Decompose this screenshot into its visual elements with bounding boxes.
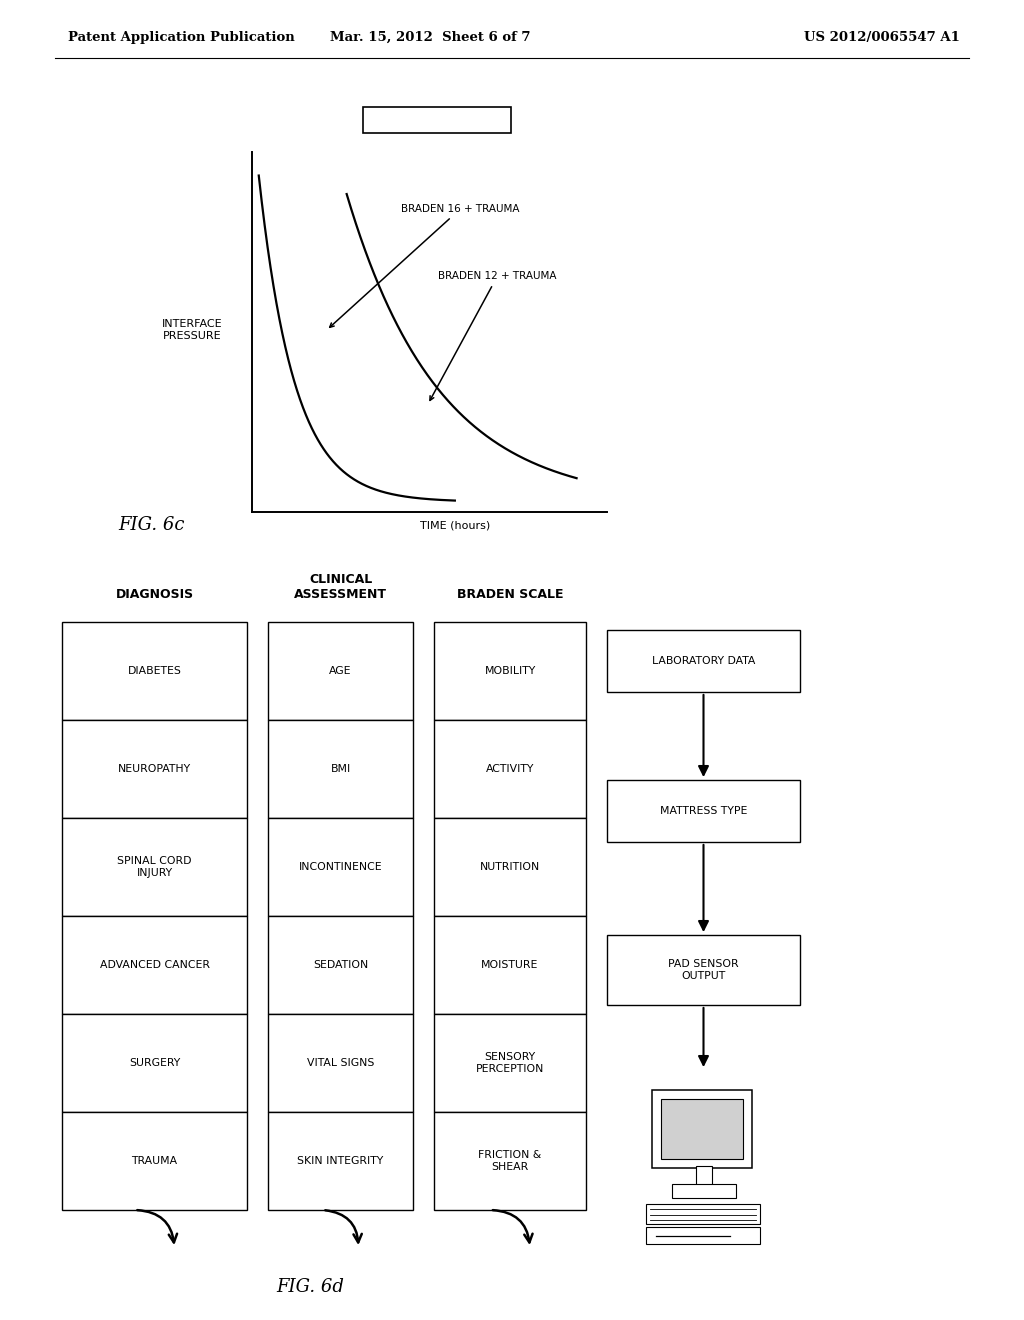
Text: SPINAL CORD
INJURY: SPINAL CORD INJURY (118, 857, 191, 878)
Bar (645, 1228, 760, 1243)
Text: AGE: AGE (330, 667, 352, 676)
Text: FIG. 6c: FIG. 6c (118, 516, 184, 535)
Text: Mar. 15, 2012  Sheet 6 of 7: Mar. 15, 2012 Sheet 6 of 7 (330, 30, 530, 44)
Text: TRAUMA: TRAUMA (131, 1156, 177, 1166)
Bar (434, 719, 586, 818)
Text: VITAL SIGNS: VITAL SIGNS (307, 1059, 374, 1068)
Bar (268, 622, 413, 719)
Bar (268, 916, 413, 1014)
Text: DIAGNOSIS: DIAGNOSIS (116, 587, 194, 601)
Bar (62, 622, 247, 719)
Text: PAD SENSOR
OUTPUT: PAD SENSOR OUTPUT (669, 960, 738, 981)
Text: TIME (hours): TIME (hours) (420, 520, 490, 531)
Text: SENSORY
PERCEPTION: SENSORY PERCEPTION (476, 1052, 544, 1073)
Text: BRADEN SCALE: BRADEN SCALE (457, 587, 563, 601)
Bar (695, 1166, 712, 1185)
Text: BRADEN 12 + TRAUMA: BRADEN 12 + TRAUMA (430, 272, 556, 400)
Text: MOBILITY: MOBILITY (484, 667, 536, 676)
Text: CLINICAL
ASSESSMENT: CLINICAL ASSESSMENT (294, 573, 387, 601)
Bar (434, 818, 586, 916)
Bar (660, 1100, 742, 1159)
Bar (62, 1111, 247, 1210)
Bar (268, 818, 413, 916)
Text: FIG. 6d: FIG. 6d (276, 1278, 344, 1296)
Bar (651, 1090, 752, 1168)
Text: ACTIVITY: ACTIVITY (485, 764, 535, 774)
Bar (62, 1014, 247, 1111)
Bar (268, 1111, 413, 1210)
Text: ALGORITHM 3: ALGORITHM 3 (393, 114, 480, 127)
Text: INCONTINENCE: INCONTINENCE (299, 862, 382, 873)
Text: NEUROPATHY: NEUROPATHY (118, 764, 191, 774)
Text: SURGERY: SURGERY (129, 1059, 180, 1068)
Text: SKIN INTEGRITY: SKIN INTEGRITY (297, 1156, 384, 1166)
Bar (268, 1014, 413, 1111)
Text: ADVANCED CANCER: ADVANCED CANCER (99, 960, 210, 970)
Text: BRADEN 16 + TRAUMA: BRADEN 16 + TRAUMA (330, 205, 519, 327)
Text: US 2012/0065547 A1: US 2012/0065547 A1 (804, 30, 961, 44)
Text: SEDATION: SEDATION (313, 960, 368, 970)
Bar (268, 719, 413, 818)
Bar (607, 630, 800, 692)
Bar (672, 1184, 735, 1199)
Text: MATTRESS TYPE: MATTRESS TYPE (659, 807, 748, 816)
Bar (645, 1204, 760, 1224)
Bar (607, 780, 800, 842)
Text: FRICTION &
SHEAR: FRICTION & SHEAR (478, 1150, 542, 1172)
Bar (62, 916, 247, 1014)
Text: NUTRITION: NUTRITION (480, 862, 540, 873)
Text: DIABETES: DIABETES (128, 667, 181, 676)
Text: INTERFACE
PRESSURE: INTERFACE PRESSURE (162, 319, 222, 341)
Bar (434, 1111, 586, 1210)
Bar (62, 719, 247, 818)
Bar (434, 622, 586, 719)
Bar (607, 935, 800, 1005)
Bar (62, 818, 247, 916)
Text: BMI: BMI (331, 764, 350, 774)
Text: LABORATORY DATA: LABORATORY DATA (652, 656, 755, 667)
Text: Patent Application Publication: Patent Application Publication (68, 30, 295, 44)
Bar (434, 916, 586, 1014)
Bar (434, 1014, 586, 1111)
Text: MOISTURE: MOISTURE (481, 960, 539, 970)
